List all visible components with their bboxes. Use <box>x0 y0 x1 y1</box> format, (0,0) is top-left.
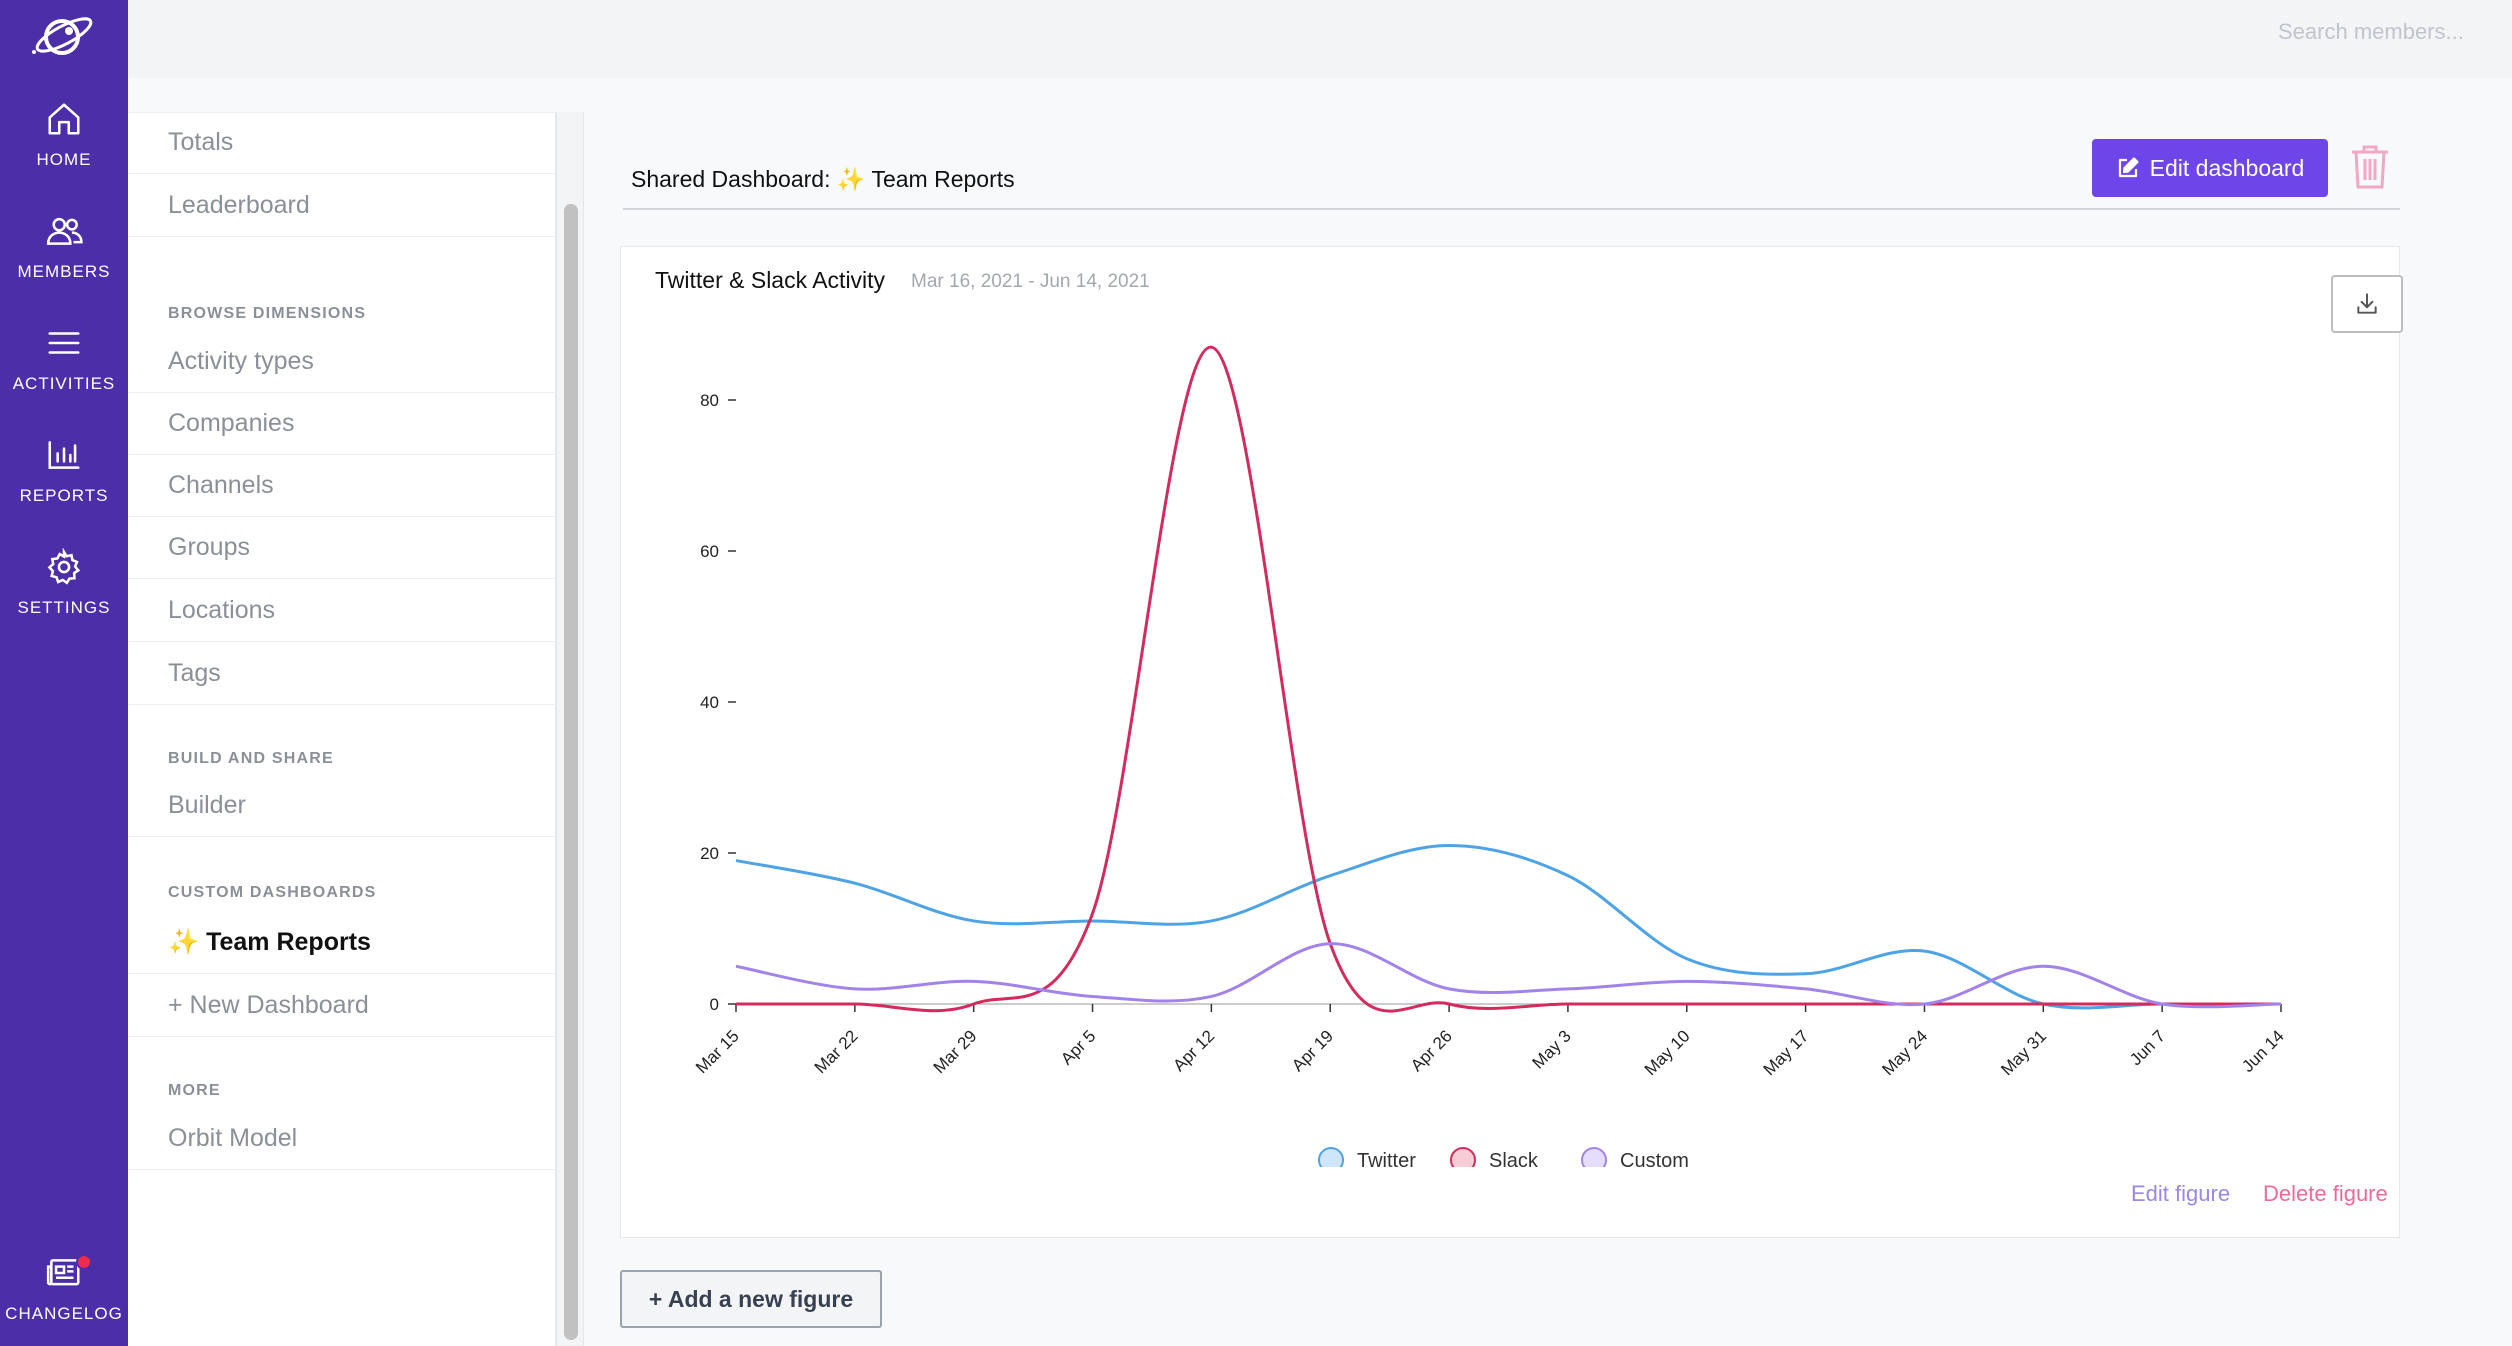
sidebar-item-team-reports[interactable]: ✨ Team Reports <box>128 912 556 974</box>
x-tick-label: May 3 <box>1529 1026 1575 1072</box>
new-dashboard-link[interactable]: + New Dashboard <box>128 975 556 1037</box>
reports-sidebar: Totals Leaderboard BROWSE DIMENSIONS Act… <box>128 112 556 1346</box>
x-tick-label: Apr 12 <box>1169 1026 1218 1075</box>
x-tick-label: Jun 7 <box>2126 1026 2169 1069</box>
nav-activities[interactable]: ACTIVITIES <box>0 324 128 424</box>
series-lines <box>735 345 2282 1013</box>
notification-dot <box>76 1254 92 1270</box>
series-line-custom <box>735 942 2282 1009</box>
add-figure-button[interactable]: + Add a new figure <box>620 1270 882 1328</box>
nav-members[interactable]: MEMBERS <box>0 212 128 312</box>
x-tick-label: Apr 19 <box>1288 1026 1337 1075</box>
nav-rail: HOME MEMBERS ACTIVITIES REPORTS SETTINGS… <box>0 0 128 1346</box>
download-icon <box>2357 293 2377 314</box>
edit-icon <box>2118 157 2139 178</box>
sidebar-item-orbit-model[interactable]: Orbit Model <box>128 1108 556 1170</box>
sidebar-item-locations[interactable]: Locations <box>128 580 556 642</box>
gear-icon <box>47 548 81 585</box>
figure-title: Twitter & Slack Activity <box>655 267 886 293</box>
browse-dimensions-heading: BROWSE DIMENSIONS <box>168 305 367 322</box>
sidebar-item-channels[interactable]: Channels <box>128 455 556 517</box>
y-tick-label: 0 <box>710 995 719 1014</box>
sidebar-item-activity-types[interactable]: Activity types <box>128 331 556 393</box>
legend-label: Slack <box>1489 1150 1539 1167</box>
build-and-share-heading: BUILD AND SHARE <box>168 750 334 767</box>
main-content: Shared Dashboard: ✨ Team Reports Edit da… <box>584 78 2512 1346</box>
legend-item-twitter[interactable]: Twitter <box>1318 1147 1416 1167</box>
custom-dashboards-heading: CUSTOM DASHBOARDS <box>168 884 377 901</box>
y-axis: 0 20 40 60 80 <box>700 391 736 1014</box>
nav-members-label: MEMBERS <box>17 262 111 281</box>
figure-date-range: Mar 16, 2021 - Jun 14, 2021 <box>911 271 1150 292</box>
x-tick-label: Mar 15 <box>692 1026 743 1077</box>
dashboard-title: Shared Dashboard: ✨ Team Reports <box>631 166 1015 192</box>
nav-activities-label: ACTIVITIES <box>12 374 116 393</box>
y-tick-label: 20 <box>700 844 719 863</box>
legend-swatch <box>1581 1147 1607 1167</box>
nav-reports[interactable]: REPORTS <box>0 436 128 536</box>
search-input[interactable] <box>2278 16 2512 48</box>
download-button[interactable] <box>2331 275 2403 333</box>
activity-line-chart: 0 20 40 60 80 Mar 15 Mar 22 Mar 29 Apr 5 Apr 12 A… <box>692 345 2288 1167</box>
y-tick-label: 80 <box>700 391 719 410</box>
nav-changelog-label: CHANGELOG <box>5 1304 123 1323</box>
home-icon <box>48 103 80 135</box>
figure-card: Twitter & Slack Activity Mar 16, 2021 - … <box>620 246 2403 1238</box>
x-tick-label: Mar 22 <box>811 1026 862 1077</box>
legend-label: Twitter <box>1357 1150 1416 1167</box>
sidebar-item-builder[interactable]: Builder <box>128 775 556 837</box>
sidebar-item-groups[interactable]: Groups <box>128 517 556 579</box>
series-line-twitter <box>735 843 2281 1010</box>
series-line-slack <box>736 345 2281 1013</box>
edit-dashboard-button[interactable]: Edit dashboard <box>2092 139 2328 197</box>
edit-dashboard-label: Edit dashboard <box>2149 154 2305 181</box>
x-tick-label: May 24 <box>1878 1026 1931 1079</box>
nav-changelog[interactable]: CHANGELOG <box>0 1254 128 1346</box>
divider <box>623 208 2400 210</box>
divider <box>128 112 556 113</box>
nav-reports-label: REPORTS <box>19 486 109 505</box>
x-tick-label: May 10 <box>1641 1026 1694 1079</box>
members-icon <box>46 217 83 245</box>
nav-home[interactable]: HOME <box>0 100 128 200</box>
trash-icon[interactable] <box>2350 144 2390 190</box>
nav-home-label: HOME <box>36 150 92 169</box>
sidebar-item-tags[interactable]: Tags <box>128 643 556 705</box>
reports-icon <box>48 441 80 469</box>
legend-item-slack[interactable]: Slack <box>1450 1147 1539 1167</box>
x-tick-label: Apr 26 <box>1407 1026 1456 1075</box>
y-tick-label: 40 <box>700 693 719 712</box>
sidebar-item-totals[interactable]: Totals <box>128 112 556 174</box>
scrollbar-thumb[interactable] <box>564 204 578 1340</box>
x-tick-label: Apr 5 <box>1057 1026 1099 1068</box>
nav-settings-label: SETTINGS <box>17 598 111 617</box>
sidebar-item-companies[interactable]: Companies <box>128 393 556 455</box>
nav-settings[interactable]: SETTINGS <box>0 548 128 648</box>
edit-figure-link[interactable]: Edit figure <box>2131 1181 2231 1206</box>
newspaper-icon <box>46 1259 80 1286</box>
x-tick-label: Jun 14 <box>2238 1026 2288 1076</box>
sidebar-item-leaderboard[interactable]: Leaderboard <box>128 175 556 237</box>
legend-swatch <box>1318 1147 1344 1167</box>
more-heading: MORE <box>168 1082 221 1099</box>
legend-swatch <box>1450 1147 1476 1167</box>
top-bar: / <box>128 0 2512 78</box>
sidebar-scrollbar[interactable] <box>556 112 584 1346</box>
x-axis: Mar 15 Mar 22 Mar 29 Apr 5 Apr 12 Apr 19 Apr 2… <box>692 1003 2288 1079</box>
y-tick-label: 60 <box>700 542 719 561</box>
chart-legend: Twitter Slack Custom <box>1318 1147 1689 1167</box>
x-tick-label: Mar 29 <box>930 1026 981 1077</box>
x-tick-label: May 17 <box>1760 1026 1813 1079</box>
x-tick-label: May 31 <box>1997 1026 2050 1079</box>
orbit-logo-icon[interactable] <box>24 6 104 66</box>
legend-label: Custom <box>1620 1150 1689 1167</box>
activities-icon <box>48 332 80 354</box>
legend-item-custom[interactable]: Custom <box>1581 1147 1689 1167</box>
delete-figure-link[interactable]: Delete figure <box>2263 1181 2388 1206</box>
